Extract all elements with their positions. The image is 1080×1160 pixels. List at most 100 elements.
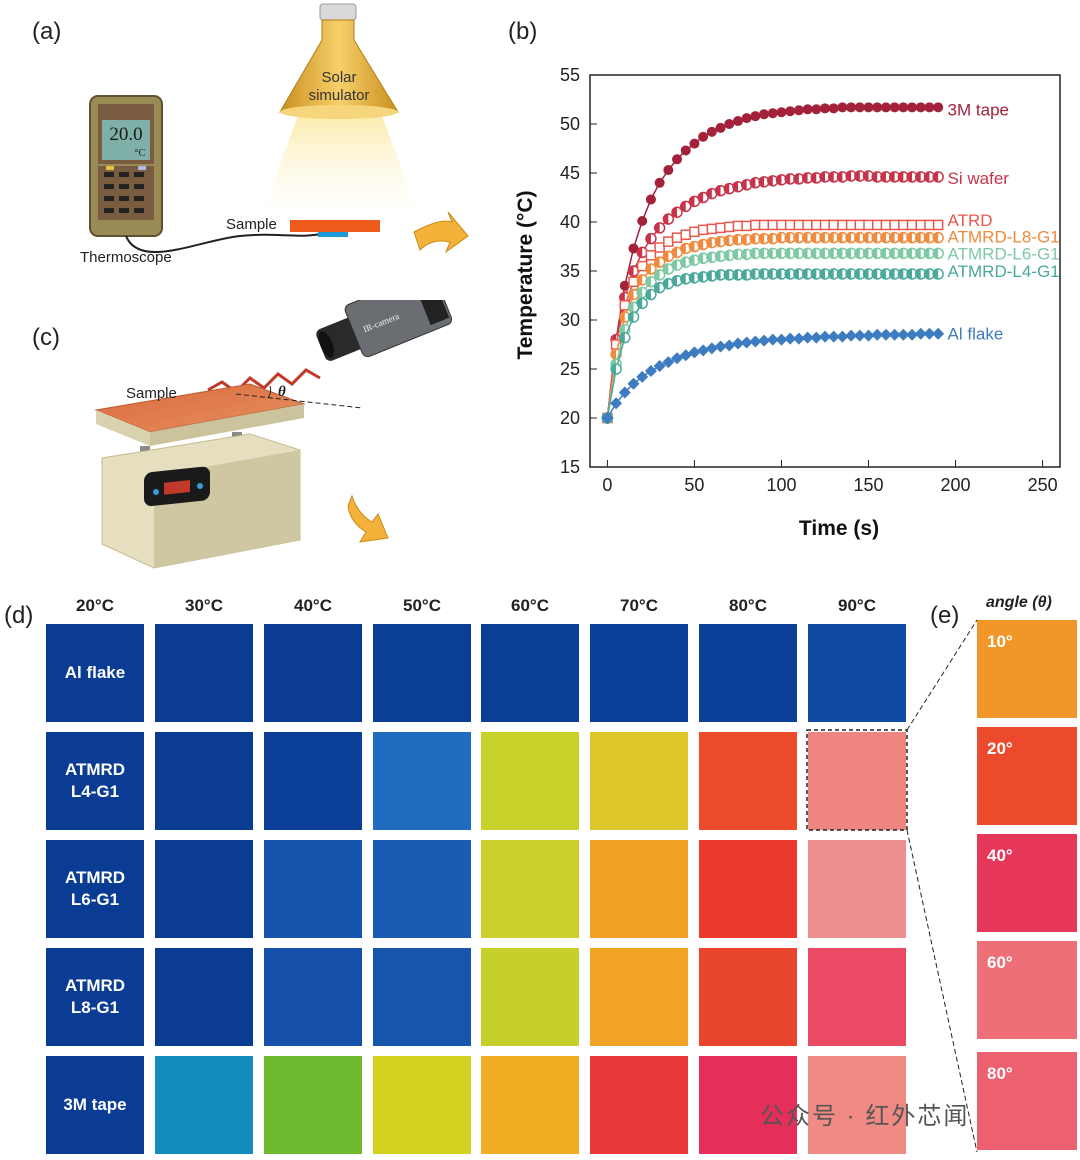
- angle-theta: θ: [278, 384, 286, 400]
- data-point-half: [689, 255, 695, 266]
- data-point-half: [767, 248, 773, 259]
- meter-unit: °C: [135, 148, 146, 159]
- data-point: [758, 334, 771, 347]
- data-point: [811, 219, 822, 231]
- thermal-tile: [808, 1056, 906, 1154]
- data-point-half: [863, 170, 869, 181]
- series-label: ATRD: [948, 211, 993, 230]
- data-point: [793, 219, 805, 231]
- data-point-half: [820, 232, 825, 243]
- data-point-half: [846, 268, 852, 279]
- data-point: [802, 104, 813, 115]
- thermal-tile: [373, 624, 471, 722]
- angle-label: 80°: [987, 1064, 1013, 1083]
- thermal-tile: [264, 840, 362, 938]
- thermal-tile: [808, 948, 906, 1046]
- data-point: [871, 328, 884, 341]
- data-point-half: [889, 268, 895, 279]
- column-header: 40°C: [294, 596, 332, 615]
- data-point: [845, 329, 858, 342]
- thermo-wire: [125, 231, 331, 253]
- y-tick-label: 20: [560, 408, 580, 428]
- angle-tile: 40°: [977, 834, 1077, 932]
- data-point: [732, 220, 744, 232]
- data-point: [689, 226, 700, 238]
- data-point-half: [628, 289, 634, 300]
- data-point-half: [872, 171, 878, 182]
- data-point: [715, 222, 726, 234]
- data-point: [853, 329, 866, 342]
- thermal-tile: [264, 1056, 362, 1154]
- thermal-tile: [808, 624, 906, 722]
- data-point: [689, 138, 700, 149]
- data-point: [827, 330, 840, 343]
- data-point: [792, 332, 805, 345]
- data-point: [749, 335, 762, 348]
- thermal-tile: [808, 840, 906, 938]
- data-point: [906, 219, 918, 231]
- data-point: [915, 219, 926, 231]
- y-tick-label: 45: [560, 163, 580, 183]
- data-point-half: [750, 268, 756, 279]
- data-point: [837, 219, 848, 231]
- data-point-half: [724, 235, 730, 246]
- data-point-half: [654, 257, 660, 268]
- data-point: [793, 105, 804, 116]
- data-point-half: [880, 232, 886, 243]
- ir-camera-icon: IR-camera: [316, 300, 453, 361]
- data-point-half: [872, 232, 878, 243]
- data-point-half: [732, 234, 738, 245]
- data-point: [715, 122, 726, 133]
- data-point-half: [637, 247, 643, 258]
- data-point: [889, 102, 900, 113]
- data-point-half: [846, 248, 852, 259]
- row-label-tile: ATMRD L6-G1: [46, 840, 144, 938]
- data-point-half: [663, 264, 669, 275]
- data-point-half: [637, 287, 643, 298]
- panel-label-c: (c): [32, 324, 60, 351]
- data-point: [628, 243, 639, 254]
- y-tick-label: 35: [560, 261, 580, 281]
- data-point-half: [933, 248, 939, 259]
- row-label-tile: ATMRD L4-G1: [46, 732, 144, 830]
- data-point-half: [767, 175, 773, 186]
- data-point: [724, 221, 735, 233]
- data-point-half: [828, 171, 834, 182]
- thermal-tile: [481, 948, 579, 1046]
- data-point-half: [732, 249, 738, 260]
- data-point-half: [811, 268, 817, 279]
- data-point: [724, 119, 735, 129]
- data-point-half: [793, 248, 799, 259]
- data-point-half: [915, 232, 921, 243]
- data-point: [697, 224, 709, 236]
- series-label: ATMRD-L4-G1: [948, 262, 1060, 281]
- data-point: [644, 364, 657, 377]
- data-point: [680, 145, 691, 156]
- data-point: [750, 111, 761, 122]
- data-point-half: [898, 248, 904, 259]
- thermal-tile: [590, 840, 688, 938]
- data-point: [767, 219, 779, 231]
- series-line-6: [606, 332, 939, 419]
- data-point: [879, 328, 892, 341]
- thermal-tile: [373, 840, 471, 938]
- data-point: [662, 356, 675, 369]
- data-point-half: [854, 232, 860, 243]
- data-point-half: [811, 248, 817, 259]
- data-point-half: [802, 248, 808, 259]
- angle-tile: 60°: [977, 941, 1077, 1039]
- data-point: [810, 331, 823, 344]
- thermal-tile: [481, 624, 579, 722]
- y-tick-label: 15: [560, 457, 580, 477]
- data-point-half: [715, 251, 721, 262]
- data-point-half: [715, 269, 721, 280]
- data-point-half: [828, 232, 834, 243]
- data-point-half: [889, 248, 895, 259]
- data-point-half: [706, 252, 712, 263]
- panel-a-illustration: Solar simulator 20.0 °C Sample Thermosco…: [80, 3, 469, 266]
- thermal-tile: [590, 1056, 688, 1154]
- lamp-label-line2: simulator: [309, 87, 370, 104]
- data-point-half: [880, 248, 886, 259]
- data-point-half: [715, 236, 721, 247]
- data-point-half: [880, 171, 886, 182]
